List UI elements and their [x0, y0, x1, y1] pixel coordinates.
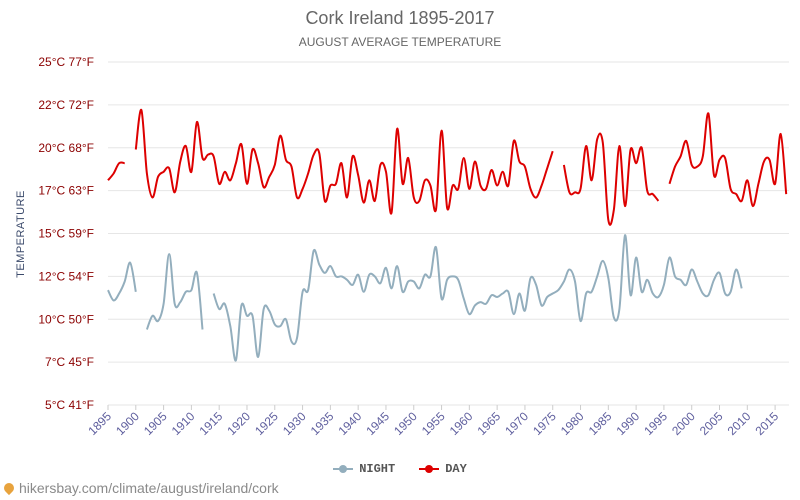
legend-day-swatch: [419, 465, 440, 473]
x-tick-label: 1940: [336, 409, 365, 438]
x-tick-label: 1930: [280, 409, 309, 438]
legend-night-label: NIGHT: [359, 462, 396, 476]
x-tick-label: 1995: [641, 409, 670, 438]
x-tick-label: 1955: [419, 409, 448, 438]
x-tick-label: 1990: [613, 409, 642, 438]
y-tick-label: 12°C 54°F: [38, 269, 94, 283]
x-tick-label: 2005: [697, 409, 726, 438]
y-axis-label: TEMPERATURE: [15, 190, 27, 278]
legend-night[interactable]: NIGHT: [333, 462, 395, 476]
x-tick-label: 1960: [447, 409, 476, 438]
y-tick-label: 22°C 72°F: [38, 98, 94, 112]
x-tick-label: 1925: [252, 409, 281, 438]
series-line-day: [668, 112, 788, 208]
series-lines: [107, 108, 788, 362]
x-tick-label: 2015: [752, 409, 781, 438]
y-tick-label: 17°C 63°F: [38, 184, 94, 198]
y-tick-label: 20°C 68°F: [38, 141, 94, 155]
location-pin-icon: [1, 480, 17, 496]
x-tick-label: 1980: [558, 409, 587, 438]
source-link-text: hikersbay.com/climate/august/ireland/cor…: [19, 480, 279, 496]
x-tick-label: 1895: [85, 409, 114, 438]
x-tick-label: 1910: [169, 409, 198, 438]
x-tick-label: 1970: [502, 409, 531, 438]
x-tick-label: 1935: [308, 409, 337, 438]
x-tick-label: 1915: [197, 409, 226, 438]
chart-title: Cork Ireland 1895-2017: [305, 8, 495, 28]
y-tick-label: 10°C 50°F: [38, 312, 94, 326]
legend-night-swatch: [333, 465, 354, 473]
chart-subtitle: AUGUST AVERAGE TEMPERATURE: [298, 35, 502, 49]
legend-day[interactable]: DAY: [419, 462, 467, 476]
y-tick-label: 7°C 45°F: [45, 355, 94, 369]
x-tick-label: 1985: [586, 409, 615, 438]
legend: NIGHT DAY: [0, 462, 800, 476]
x-tick-label: 1950: [391, 409, 420, 438]
x-tick-label: 1965: [474, 409, 503, 438]
y-tick-label: 15°C 59°F: [38, 227, 94, 241]
y-axis-ticks: 25°C 77°F 22°C 72°F 20°C 68°F 17°C 63°F 15°C…: [38, 55, 94, 412]
legend-day-label: DAY: [445, 462, 467, 476]
x-tick-label: 1905: [141, 409, 170, 438]
series-line-day: [134, 108, 554, 215]
x-tick-label: 2010: [725, 409, 754, 438]
x-tick-label: 1920: [224, 409, 253, 438]
x-tick-label: 1975: [530, 409, 559, 438]
y-tick-label: 25°C 77°F: [38, 55, 94, 69]
x-tick-label: 1945: [363, 409, 392, 438]
series-line-day: [562, 132, 660, 226]
series-line-night: [145, 253, 204, 330]
x-axis-ticks: 1895 1900 1905 1910 1915 1920 1925 1930 1935 1940…: [85, 405, 781, 438]
y-tick-label: 5°C 41°F: [45, 398, 94, 412]
series-line-night: [107, 261, 137, 302]
series-line-night: [212, 234, 743, 362]
source-link[interactable]: hikersbay.com/climate/august/ireland/cor…: [1, 480, 279, 496]
grid-lines: [108, 61, 789, 406]
series-line-day: [107, 161, 125, 181]
x-tick-label: 2000: [669, 409, 698, 438]
x-tick-label: 1900: [113, 409, 142, 438]
